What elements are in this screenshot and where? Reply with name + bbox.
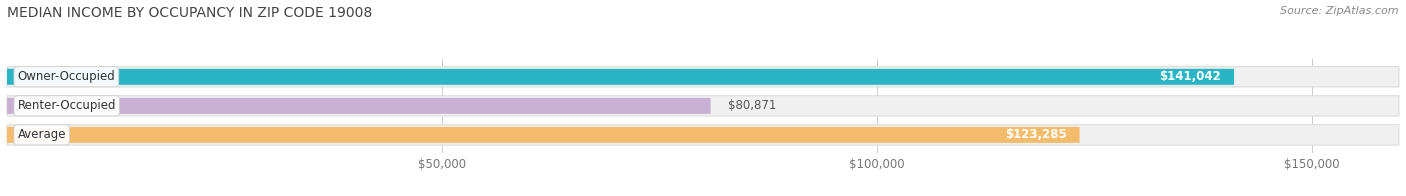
FancyBboxPatch shape (7, 67, 1399, 87)
Text: MEDIAN INCOME BY OCCUPANCY IN ZIP CODE 19008: MEDIAN INCOME BY OCCUPANCY IN ZIP CODE 1… (7, 6, 373, 20)
FancyBboxPatch shape (7, 69, 1234, 85)
Text: Source: ZipAtlas.com: Source: ZipAtlas.com (1281, 6, 1399, 16)
FancyBboxPatch shape (7, 98, 710, 114)
Text: $80,871: $80,871 (728, 99, 776, 112)
Text: Average: Average (17, 128, 66, 141)
Text: $141,042: $141,042 (1159, 70, 1220, 83)
FancyBboxPatch shape (7, 127, 1080, 143)
Text: Owner-Occupied: Owner-Occupied (17, 70, 115, 83)
Text: Renter-Occupied: Renter-Occupied (17, 99, 115, 112)
FancyBboxPatch shape (7, 96, 1399, 116)
Text: $123,285: $123,285 (1005, 128, 1067, 141)
FancyBboxPatch shape (7, 125, 1399, 145)
